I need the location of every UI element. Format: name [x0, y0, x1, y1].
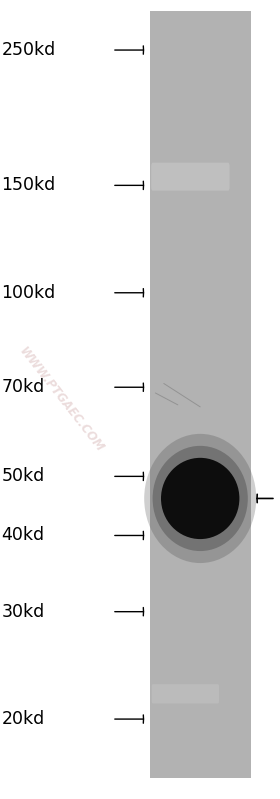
FancyBboxPatch shape	[151, 163, 230, 191]
FancyBboxPatch shape	[152, 684, 219, 703]
Text: 100kd: 100kd	[1, 284, 56, 302]
Text: 40kd: 40kd	[1, 527, 45, 544]
Text: 50kd: 50kd	[1, 467, 45, 485]
Text: 30kd: 30kd	[1, 602, 45, 621]
Text: 70kd: 70kd	[1, 378, 45, 396]
Ellipse shape	[161, 458, 239, 539]
Ellipse shape	[144, 434, 256, 563]
Text: 250kd: 250kd	[1, 41, 56, 59]
Text: 150kd: 150kd	[1, 177, 56, 194]
Text: 20kd: 20kd	[1, 710, 45, 728]
Ellipse shape	[153, 446, 248, 551]
Bar	[150, 10, 251, 778]
Text: WWW.PTGAEC.COM: WWW.PTGAEC.COM	[17, 344, 107, 455]
